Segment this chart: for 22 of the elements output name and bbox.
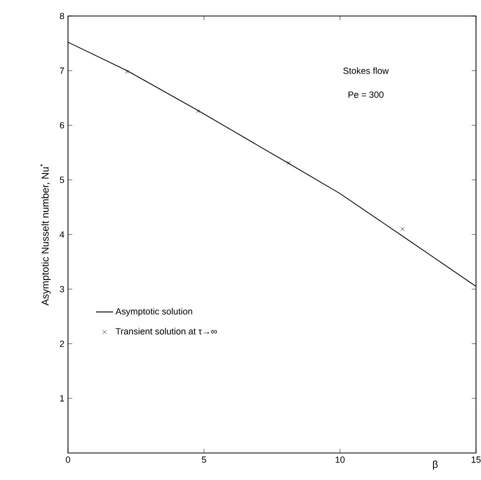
x-tick-label: 0 xyxy=(66,456,70,463)
x-tick-label: 5 xyxy=(202,456,206,463)
point xyxy=(286,160,291,165)
y-tick-label: 1 xyxy=(60,395,64,402)
y-tick-label: 5 xyxy=(60,176,64,184)
y-tick-label: 2 xyxy=(60,340,64,347)
y-tick-label: 6 xyxy=(60,122,64,128)
x-tick-label: 15 xyxy=(472,456,481,463)
annotation: Pe = 300 xyxy=(348,91,384,98)
y-axis-title: Asymptotic Nusselt number, Nu$^{*}$ xyxy=(40,164,51,306)
point xyxy=(125,70,129,74)
point xyxy=(400,227,405,231)
y-tick-label: 8 xyxy=(60,12,64,20)
y-tick-label: 3 xyxy=(60,286,64,292)
annotation: Stokes flow xyxy=(343,67,389,74)
legend-label: Transient solution at τ→∞ xyxy=(116,328,217,334)
point xyxy=(196,109,200,114)
x-tick-label: 10 xyxy=(336,456,345,463)
y-tick-label: 7 xyxy=(60,68,64,74)
x-axis-title: β xyxy=(433,460,438,470)
legend-label: Asymptotic solution xyxy=(115,308,192,316)
y-tick-label: 4 xyxy=(60,231,64,238)
